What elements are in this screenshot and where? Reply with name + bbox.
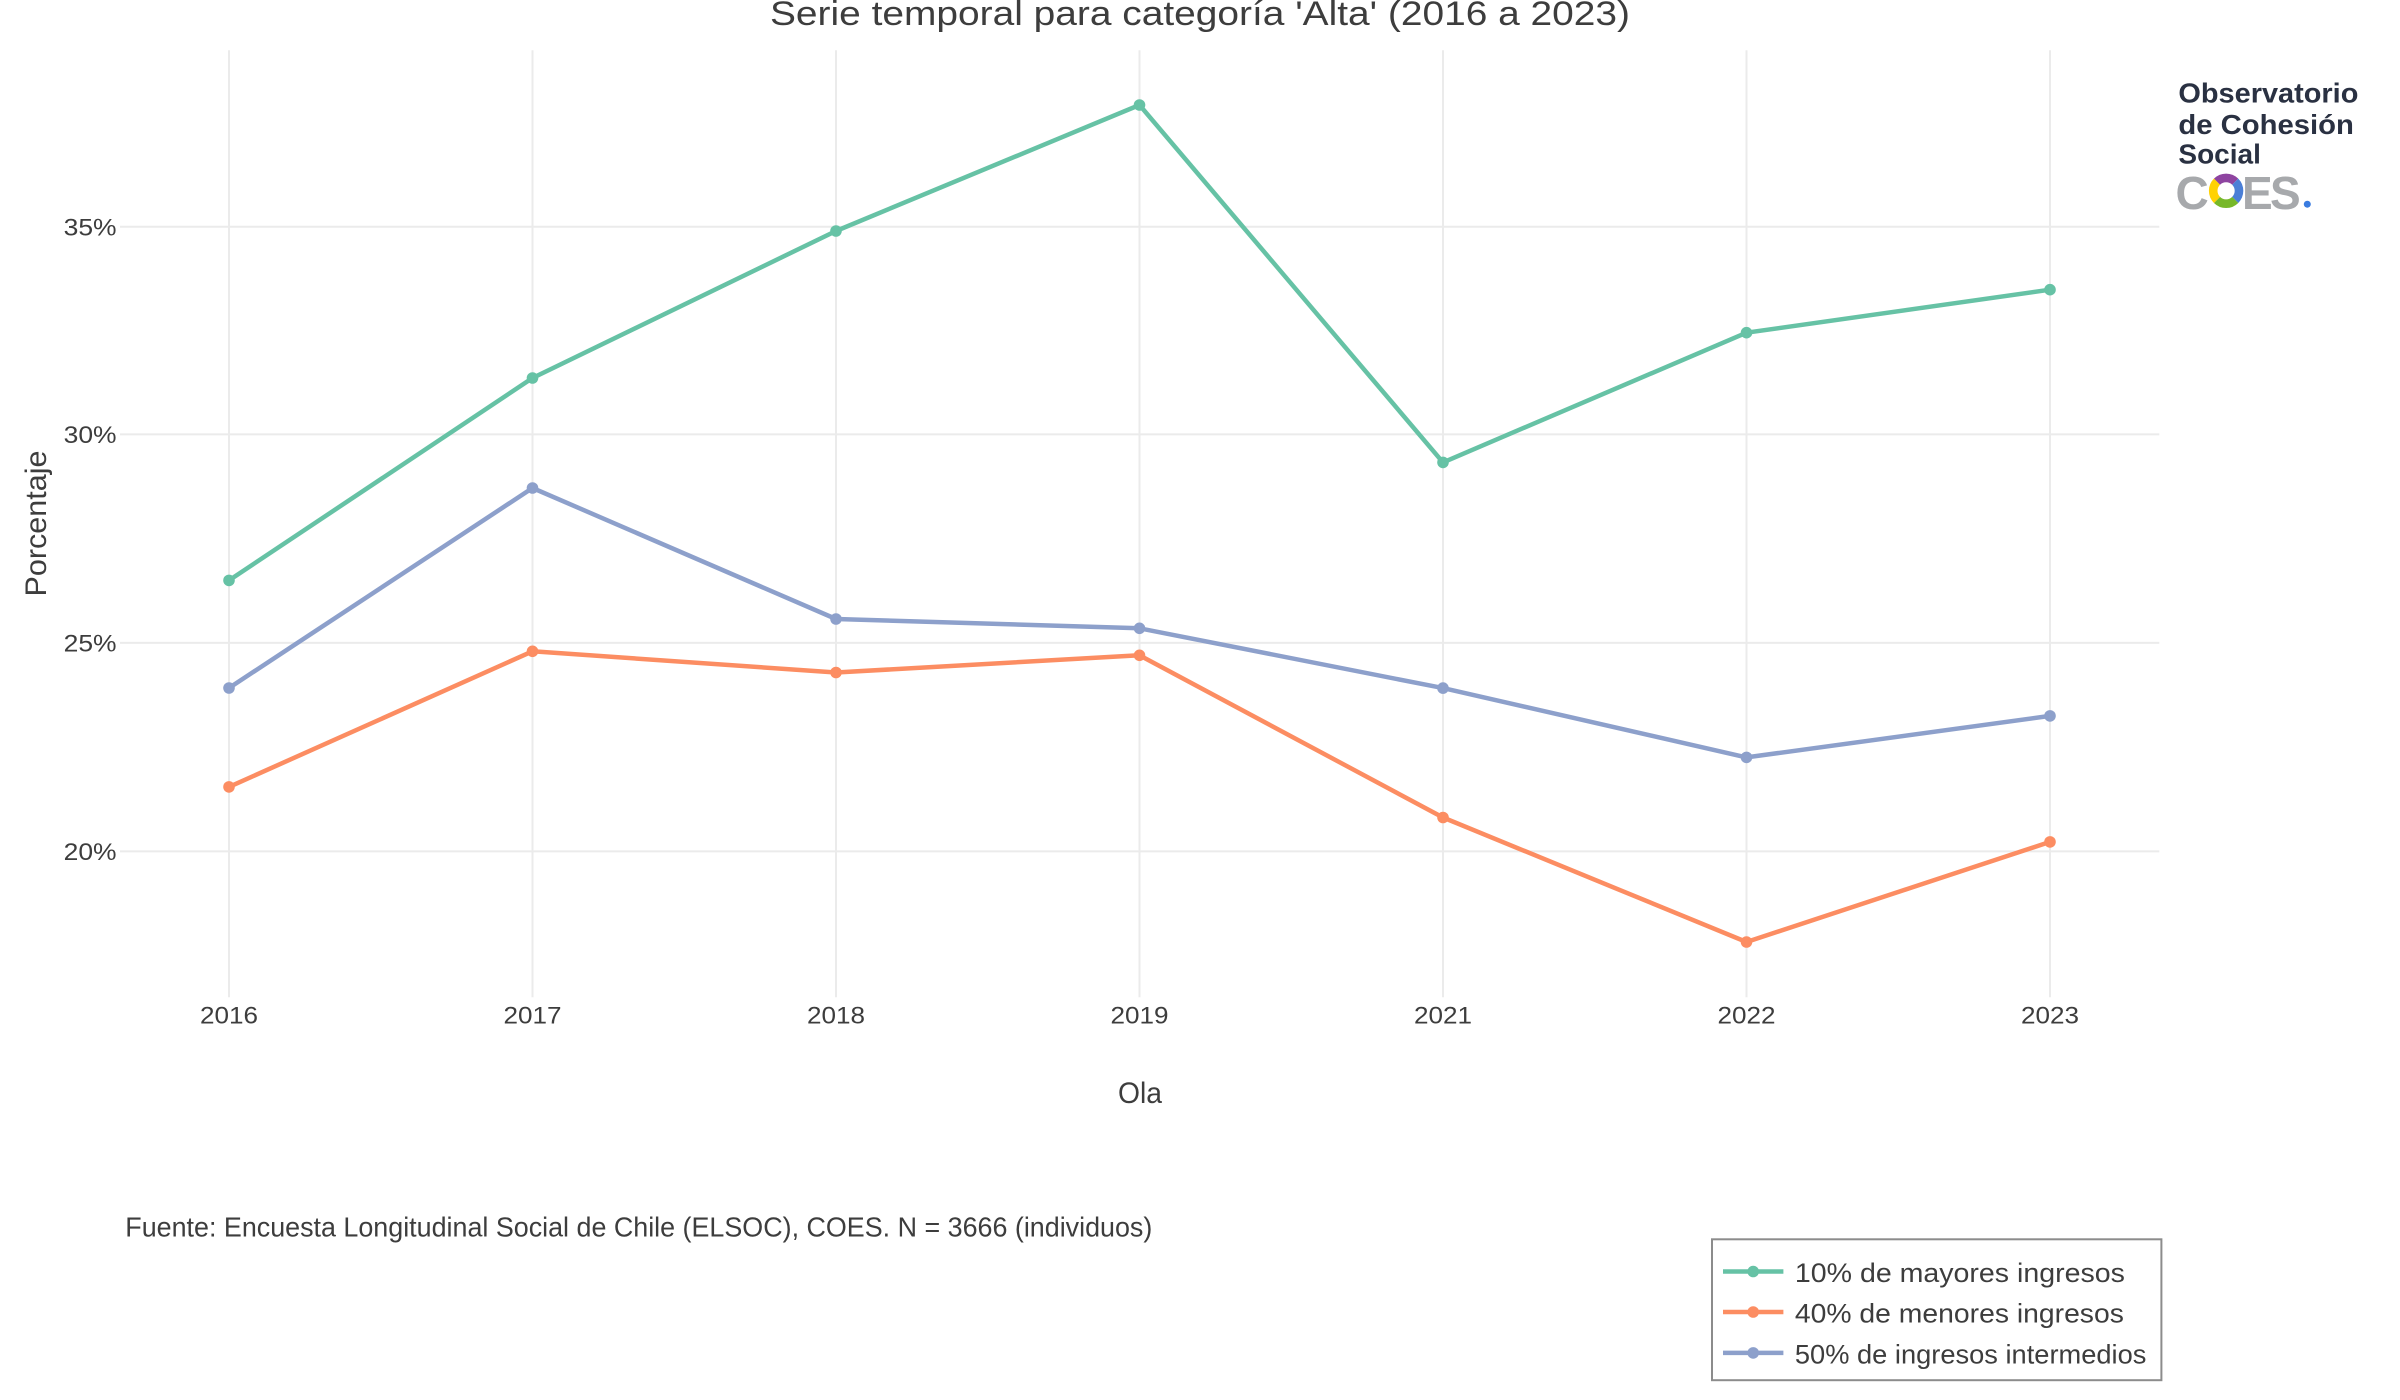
svg-text:2017: 2017 [504, 1002, 562, 1029]
svg-text:35%: 35% [64, 215, 117, 242]
svg-text:Fuente: Encuesta Longitudinal: Fuente: Encuesta Longitudinal Social de … [125, 1211, 1152, 1242]
svg-text:Porcentaje: Porcentaje [20, 451, 53, 597]
svg-text:S: S [2270, 167, 2301, 219]
svg-text:2023: 2023 [2021, 1002, 2079, 1029]
svg-text:2016: 2016 [200, 1002, 258, 1029]
svg-text:Observatorio: Observatorio [2178, 77, 2358, 108]
svg-text:2022: 2022 [1718, 1002, 1776, 1029]
svg-text:Ola: Ola [1118, 1077, 1162, 1110]
svg-text:50% de ingresos intermedios: 50% de ingresos intermedios [1795, 1340, 2146, 1370]
svg-text:20%: 20% [64, 839, 117, 866]
svg-text:40% de menores ingresos: 40% de menores ingresos [1795, 1299, 2124, 1329]
svg-text:Serie temporal para categoría: Serie temporal para categoría 'Alta' (20… [770, 0, 1630, 33]
svg-text:2021: 2021 [1414, 1002, 1472, 1029]
svg-text:de Cohesión: de Cohesión [2178, 109, 2354, 140]
svg-text:2018: 2018 [807, 1002, 865, 1029]
svg-text:30%: 30% [64, 422, 117, 449]
svg-text:25%: 25% [64, 631, 117, 658]
svg-text:E: E [2242, 167, 2273, 219]
svg-text:Social: Social [2178, 139, 2261, 170]
svg-text:10% de mayores ingresos: 10% de mayores ingresos [1795, 1258, 2125, 1288]
svg-text:2019: 2019 [1111, 1002, 1169, 1029]
svg-text:C: C [2176, 167, 2209, 219]
